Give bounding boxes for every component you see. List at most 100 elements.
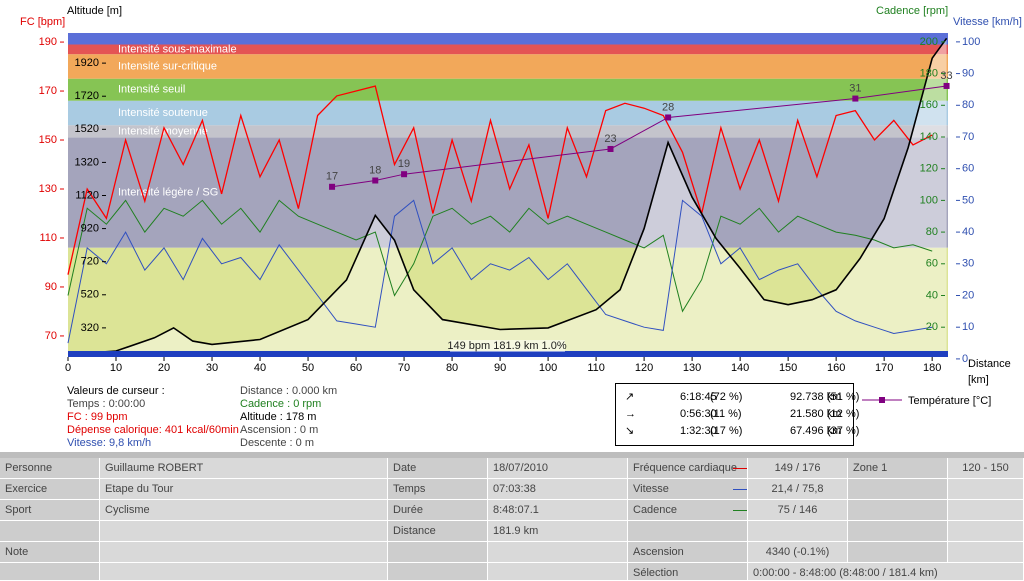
- cursor-value: FC : 99 bpm: [67, 411, 128, 423]
- table-cell: Durée: [388, 500, 488, 521]
- zone-label: Intensité seuil: [118, 84, 185, 96]
- summary-cell: 21.580 km: [790, 408, 841, 420]
- speed-axis-tick-label: 80: [962, 99, 974, 111]
- temperature-label: 18: [369, 164, 381, 176]
- fc-line: [67, 85, 933, 275]
- x-tick-label: 80: [446, 362, 458, 374]
- swatch: [733, 468, 747, 469]
- table-cell: 07:03:38: [488, 479, 628, 500]
- table-cell: [388, 542, 488, 563]
- table-cell: 4340 (-0.1%): [748, 542, 848, 563]
- table-cell: [100, 521, 388, 542]
- x-tick-label: 150: [779, 362, 797, 374]
- fc-axis-tick-label: 170: [39, 85, 57, 97]
- summary-cell: ↘: [625, 425, 634, 437]
- hr-zone: [68, 54, 948, 79]
- x-tick-label: 110: [587, 362, 605, 374]
- table-cell: Sélection: [628, 563, 748, 581]
- speed-axis-tick-label: 10: [962, 321, 974, 333]
- x-tick-label: 140: [731, 362, 749, 374]
- x-tick-label: 160: [827, 362, 845, 374]
- cadence-axis-tick-label: 160: [920, 99, 938, 111]
- table-cell: Date: [388, 458, 488, 479]
- table-cell: 21,4 / 75,8: [748, 479, 848, 500]
- x-tick-label: 120: [635, 362, 653, 374]
- temperature-label: 28: [662, 101, 674, 113]
- x-tick-label: 100: [539, 362, 557, 374]
- x-tick-label: 70: [398, 362, 410, 374]
- hr-zone: [68, 44, 948, 55]
- cursor-value: Altitude : 178 m: [240, 411, 316, 423]
- table-cell: [848, 521, 948, 542]
- cadence-axis-tick-label: 200: [920, 36, 938, 48]
- table-cell: [388, 563, 488, 581]
- table-cell: [100, 542, 388, 563]
- summary-cell: (51 %): [827, 391, 859, 403]
- altitude-axis-tick-label: 1920: [75, 57, 99, 69]
- cursor-value: Dépense calorique: 401 kcal/60min: [67, 424, 239, 436]
- table-cell: [100, 563, 388, 581]
- temperature-point: [372, 177, 379, 184]
- cadence-axis-tick-label: 100: [920, 194, 938, 206]
- table-cell: [948, 479, 1024, 500]
- cadence-axis-label: Cadence [rpm]: [876, 5, 948, 17]
- x-tick-label: 20: [158, 362, 170, 374]
- cursor-value: Ascension : 0 m: [240, 424, 318, 436]
- speed-axis-label: Vitesse [km/h]: [953, 16, 1022, 28]
- table-cell: Personne: [0, 458, 100, 479]
- temperature-point: [852, 95, 859, 102]
- table-cell: Cadence: [628, 500, 748, 521]
- table-cell: Guillaume ROBERT: [100, 458, 388, 479]
- temperature-point: [607, 145, 614, 152]
- temperature-label: 31: [849, 82, 861, 94]
- cursor-value: Descente : 0 m: [240, 437, 314, 449]
- cursor-value: Vitesse: 9,8 km/h: [67, 437, 151, 449]
- hr-zone: [68, 100, 948, 126]
- table-cell: Note: [0, 542, 100, 563]
- swatch: [733, 510, 747, 511]
- summary-cell: (72 %): [710, 391, 742, 403]
- cadence-line: [67, 199, 933, 313]
- chart: Intensité sous-maximale Intensité sur-cri…: [20, 5, 1022, 449]
- fc-axis-tick-label: 110: [39, 232, 57, 244]
- table-cell: Exercice: [0, 479, 100, 500]
- cadence-axis-tick-label: 40: [926, 289, 938, 301]
- legend-label: Température [°C]: [908, 395, 991, 407]
- x-axis-unit: [km]: [968, 374, 989, 386]
- summary-cell: (12 %): [827, 408, 859, 420]
- cadence-axis-tick-label: 60: [926, 258, 938, 270]
- fc-axis-tick-label: 150: [39, 134, 57, 146]
- table-cell: 8:48:07.1: [488, 500, 628, 521]
- x-axis-bar: [68, 351, 948, 357]
- temperature-point: [329, 183, 336, 190]
- x-tick-label: 60: [350, 362, 362, 374]
- table-cell: [0, 521, 100, 542]
- table-cell: 181.9 km: [488, 521, 628, 542]
- summary-cell: 6:18:45: [680, 391, 717, 403]
- zone-label: Intensité légère / SG: [118, 187, 218, 199]
- zone-label: Intensité sur-critique: [118, 60, 217, 72]
- x-tick-label: 50: [302, 362, 314, 374]
- temperature-point: [665, 114, 672, 121]
- speed-axis-tick-label: 50: [962, 194, 974, 206]
- table-cell: Cyclisme: [100, 500, 388, 521]
- zone-label: Intensité sous-maximale: [118, 43, 237, 55]
- altitude-line: [67, 37, 948, 356]
- table-cell: Fréquence cardiaque: [628, 458, 748, 479]
- swatch: [733, 489, 747, 490]
- altitude-axis-tick-label: 1520: [75, 123, 99, 135]
- x-tick-label: 90: [494, 362, 506, 374]
- cursor-label: 149 bpm 181.9 km 1.0%: [447, 340, 566, 352]
- altitude-axis-tick-label: 320: [81, 322, 99, 334]
- speed-axis-tick-label: 20: [962, 289, 974, 301]
- altitude-axis-tick-label: 1720: [75, 90, 99, 102]
- speed-axis-tick-label: 100: [962, 36, 980, 48]
- cadence-axis-tick-label: 20: [926, 321, 938, 333]
- table-cell: Zone 1: [848, 458, 948, 479]
- summary-cell: (11 %): [710, 408, 742, 420]
- speed-axis-tick-label: 70: [962, 131, 974, 143]
- cursor-value: Temps : 0:00:00: [67, 398, 145, 410]
- fc-axis-label: FC [bpm]: [20, 16, 65, 28]
- table-cell: [848, 479, 948, 500]
